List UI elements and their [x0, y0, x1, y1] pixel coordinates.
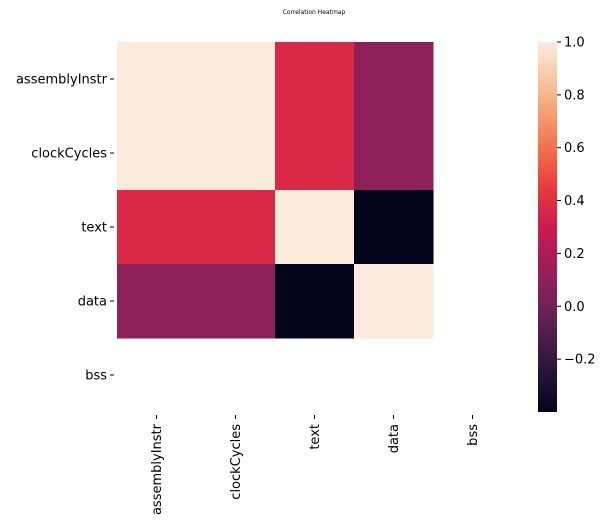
- heatmap-cell: [117, 190, 197, 265]
- y-tick-label: data: [78, 295, 107, 310]
- heatmap-cell: [275, 116, 355, 191]
- heatmap-cell: [196, 42, 276, 117]
- y-tick-label: assemblyInstr: [16, 73, 108, 88]
- x-tick-label: bss: [466, 424, 481, 446]
- heatmap-cell: [354, 264, 434, 339]
- heatmap-cell: [275, 42, 355, 117]
- heatmap-cell: [196, 116, 276, 191]
- heatmap-cell: [196, 190, 276, 265]
- heatmap-cell: [117, 42, 197, 117]
- x-tick-label: clockCycles: [229, 424, 244, 500]
- colorbar-tick-label: 0.4: [564, 194, 585, 209]
- heatmap-cell: [275, 264, 355, 339]
- colorbar-tick-label: −0.2: [564, 353, 596, 368]
- heatmap-cell: [196, 264, 276, 339]
- heatmap-cell: [354, 42, 434, 117]
- y-axis: assemblyInstr clockCycles text data bss: [16, 73, 114, 384]
- heatmap-cell: [354, 116, 434, 191]
- x-tick-label: assemblyInstr: [150, 423, 165, 515]
- heatmap-cell: [354, 190, 434, 265]
- x-tick-label: data: [387, 424, 402, 453]
- y-tick-label: clockCycles: [31, 147, 107, 162]
- colorbar-tick-label: 0.6: [564, 141, 585, 156]
- heatmap-cell: [117, 264, 197, 339]
- y-tick-label: text: [81, 221, 107, 236]
- heatmap-cell: [275, 190, 355, 265]
- colorbar-axis: −0.2 0.0 0.2 0.4 0.6 0.8 1.0: [557, 36, 596, 368]
- colorbar-tick-label: 0.2: [564, 247, 585, 262]
- colorbar: [538, 42, 557, 412]
- colorbar-tick-label: 0.8: [564, 88, 585, 103]
- x-axis: assemblyInstr clockCycles text data bss: [150, 415, 481, 515]
- colorbar-tick-label: 0.0: [564, 300, 585, 315]
- x-tick-label: text: [308, 424, 323, 450]
- heatmap-cells: [117, 42, 434, 339]
- colorbar-tick-label: 1.0: [564, 36, 585, 51]
- y-tick-label: bss: [85, 369, 107, 384]
- heatmap-cell: [117, 116, 197, 191]
- chart-title: Correlation Heatmap: [283, 9, 346, 16]
